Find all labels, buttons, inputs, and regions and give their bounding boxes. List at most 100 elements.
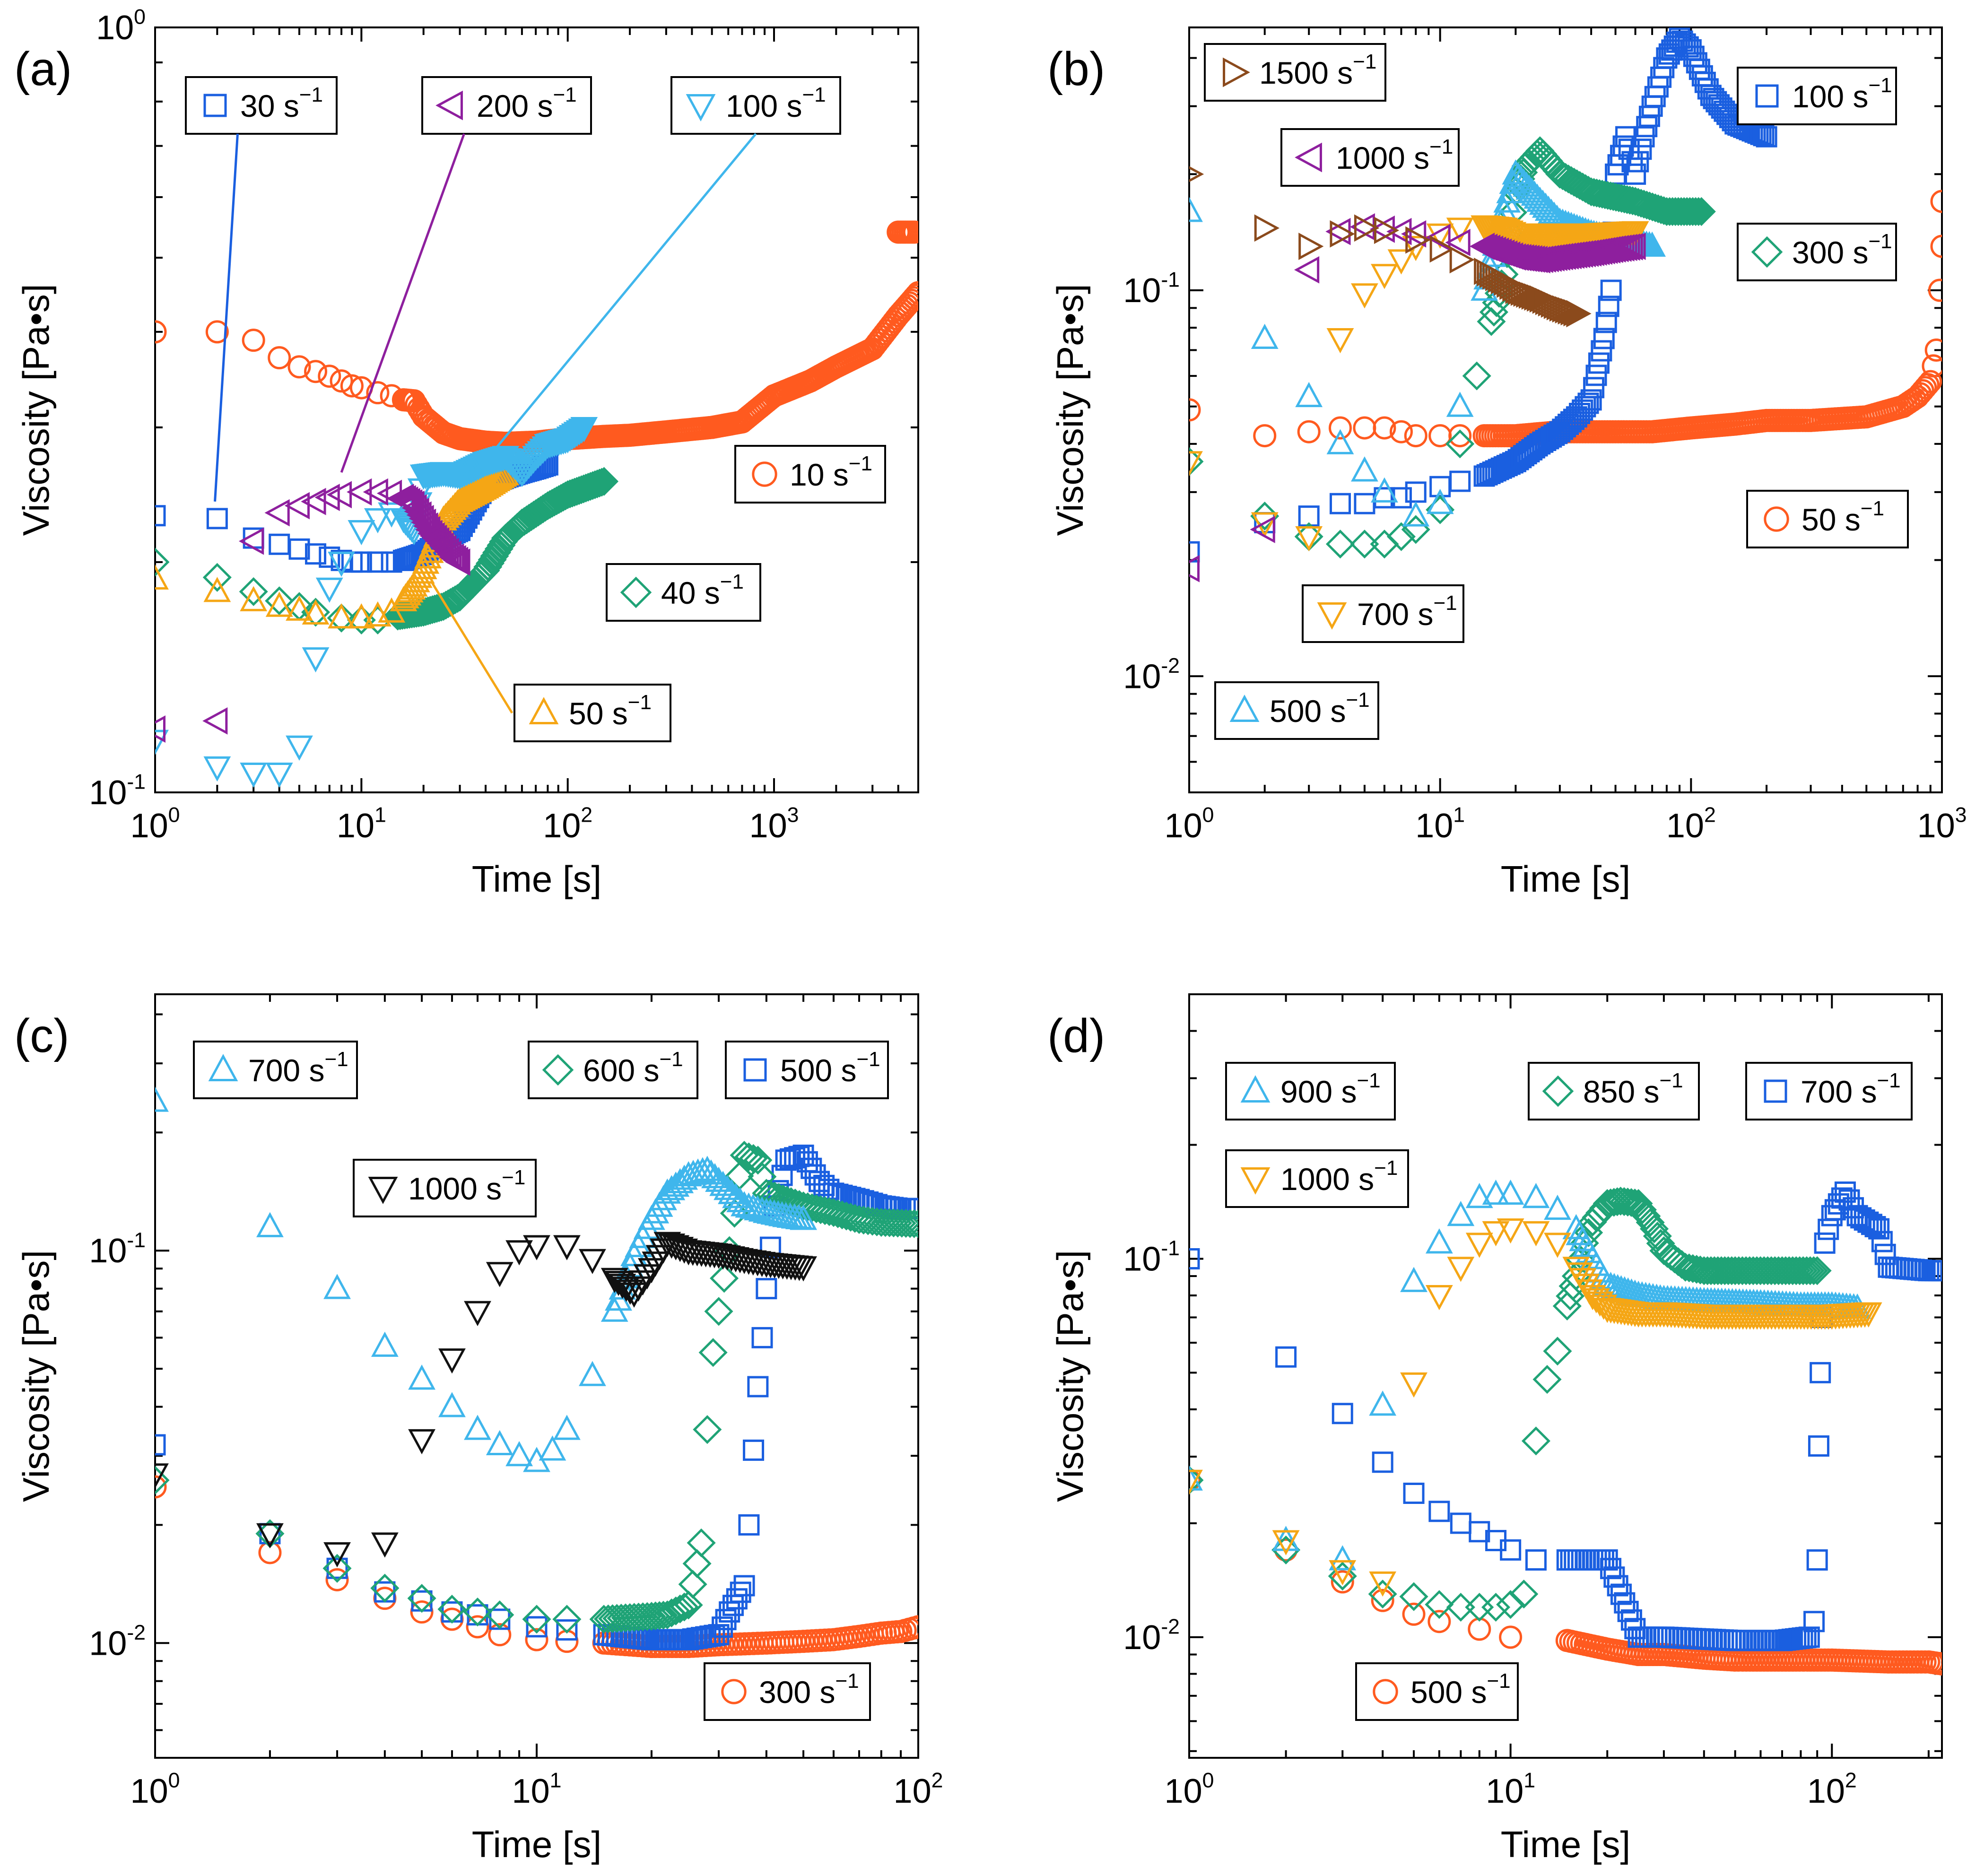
data-point [1854,1302,1882,1328]
data-point [1250,516,1275,543]
data-point [155,1466,170,1495]
data-point [784,1147,806,1169]
data-point [1610,1583,1632,1605]
data-point [239,577,268,606]
legend-marker [529,697,559,724]
x-tick-label-b: 100 [1165,804,1214,845]
panel-d: (d) 100 101 102 10-2 10-1 Time [s] Viscosity [P… [1047,993,1943,1865]
legend-box [528,1041,698,1099]
x-tick-label-b: 102 [1666,804,1716,845]
data-point [653,1232,681,1257]
data-point [240,763,268,788]
y-tick-label-b: 10-2 [1123,654,1180,695]
data-point [1295,382,1323,408]
data-point [1585,365,1607,386]
data-point [645,1601,674,1630]
data-point [1372,1451,1393,1473]
data-point [904,283,918,307]
data-point [1329,1560,1357,1586]
data-point [1425,224,1451,252]
series-a-200 [155,478,470,743]
axis-ticks-c [154,994,919,1758]
data-point [1588,352,1610,374]
data-point [301,598,331,627]
data-point [286,595,313,621]
legend-marker [368,1177,398,1204]
legend-box [704,1662,871,1721]
legend-label: 100 s−1 [726,83,826,123]
data-point [525,1628,548,1651]
data-point [1558,413,1579,435]
panel-c: (c) 100 101 102 10-2 10-1 Time [s] Viscosity [P… [14,993,943,1865]
plot-frame-b [1188,26,1943,793]
data-point [1756,126,1777,148]
data-point [489,1608,511,1630]
data-point [1325,530,1355,559]
x-tick-label-b: 101 [1415,804,1465,845]
axis-ticks-b [1188,27,1943,793]
series-c-1000 [155,1232,817,1568]
data-point [906,281,918,304]
data-point [1596,1549,1618,1571]
data-point [1251,323,1279,349]
data-point [1429,476,1451,497]
x-axis-label-b: Time [s] [1501,858,1630,900]
data-point [1496,455,1518,477]
legend-box [1204,43,1386,102]
legend-label: 600 s−1 [583,1048,683,1088]
panel-label-b: (b) [1047,43,1105,96]
data-point [268,346,291,370]
data-point [849,1206,878,1235]
data-point [1629,190,1659,219]
data-point [658,1233,686,1259]
data-point [1602,1187,1632,1216]
data-point [256,1212,284,1237]
data-point [674,1590,703,1620]
data-point [1371,1589,1394,1612]
data-point [682,1549,712,1578]
data-point [1814,1232,1836,1254]
panel-label-d: (d) [1047,1009,1105,1062]
x-tick-label-c: 102 [894,1769,943,1810]
data-point [1332,1403,1353,1424]
data-point [1427,1610,1451,1633]
data-point [1399,1582,1428,1611]
data-point [240,586,268,611]
data-point [485,464,513,490]
data-point [1543,425,1565,446]
data-point [1544,1194,1571,1220]
data-point [661,1596,690,1625]
data-point [1447,1201,1475,1226]
data-point [522,1605,551,1634]
data-point [1603,1566,1625,1588]
data-point [739,1194,767,1219]
legend-c-1000s: 1000 s−1 [353,1159,537,1217]
data-point [539,1435,566,1461]
data-point [756,1278,777,1300]
leader-line-200s [340,133,465,473]
data-point [347,478,372,506]
x-tick-label-d: 100 [1165,1769,1214,1810]
data-point [370,1573,400,1603]
legend-box [1225,1149,1409,1208]
data-point [1449,470,1471,492]
y-axis-label-b: Viscosity [Pa•s] [1049,284,1091,536]
data-point [709,1264,739,1293]
legend-box [1746,490,1909,548]
data-point [1864,1216,1886,1237]
legend-marker [686,94,716,122]
legend-d-900s: 900 s−1 [1225,1062,1396,1120]
data-point [844,1205,874,1234]
data-point [1465,1183,1493,1208]
data-point [1445,429,1475,459]
data-point [1624,188,1653,217]
plot-area-c [155,1086,918,1659]
data-point [401,494,427,522]
y-tick-label-c: 10-2 [89,1621,146,1662]
data-point [751,1327,773,1348]
data-point [269,533,290,555]
data-point [302,599,330,625]
data-point [288,538,310,560]
x-tick-label-a: 102 [543,804,592,845]
legend-label: 1000 s−1 [408,1166,525,1206]
